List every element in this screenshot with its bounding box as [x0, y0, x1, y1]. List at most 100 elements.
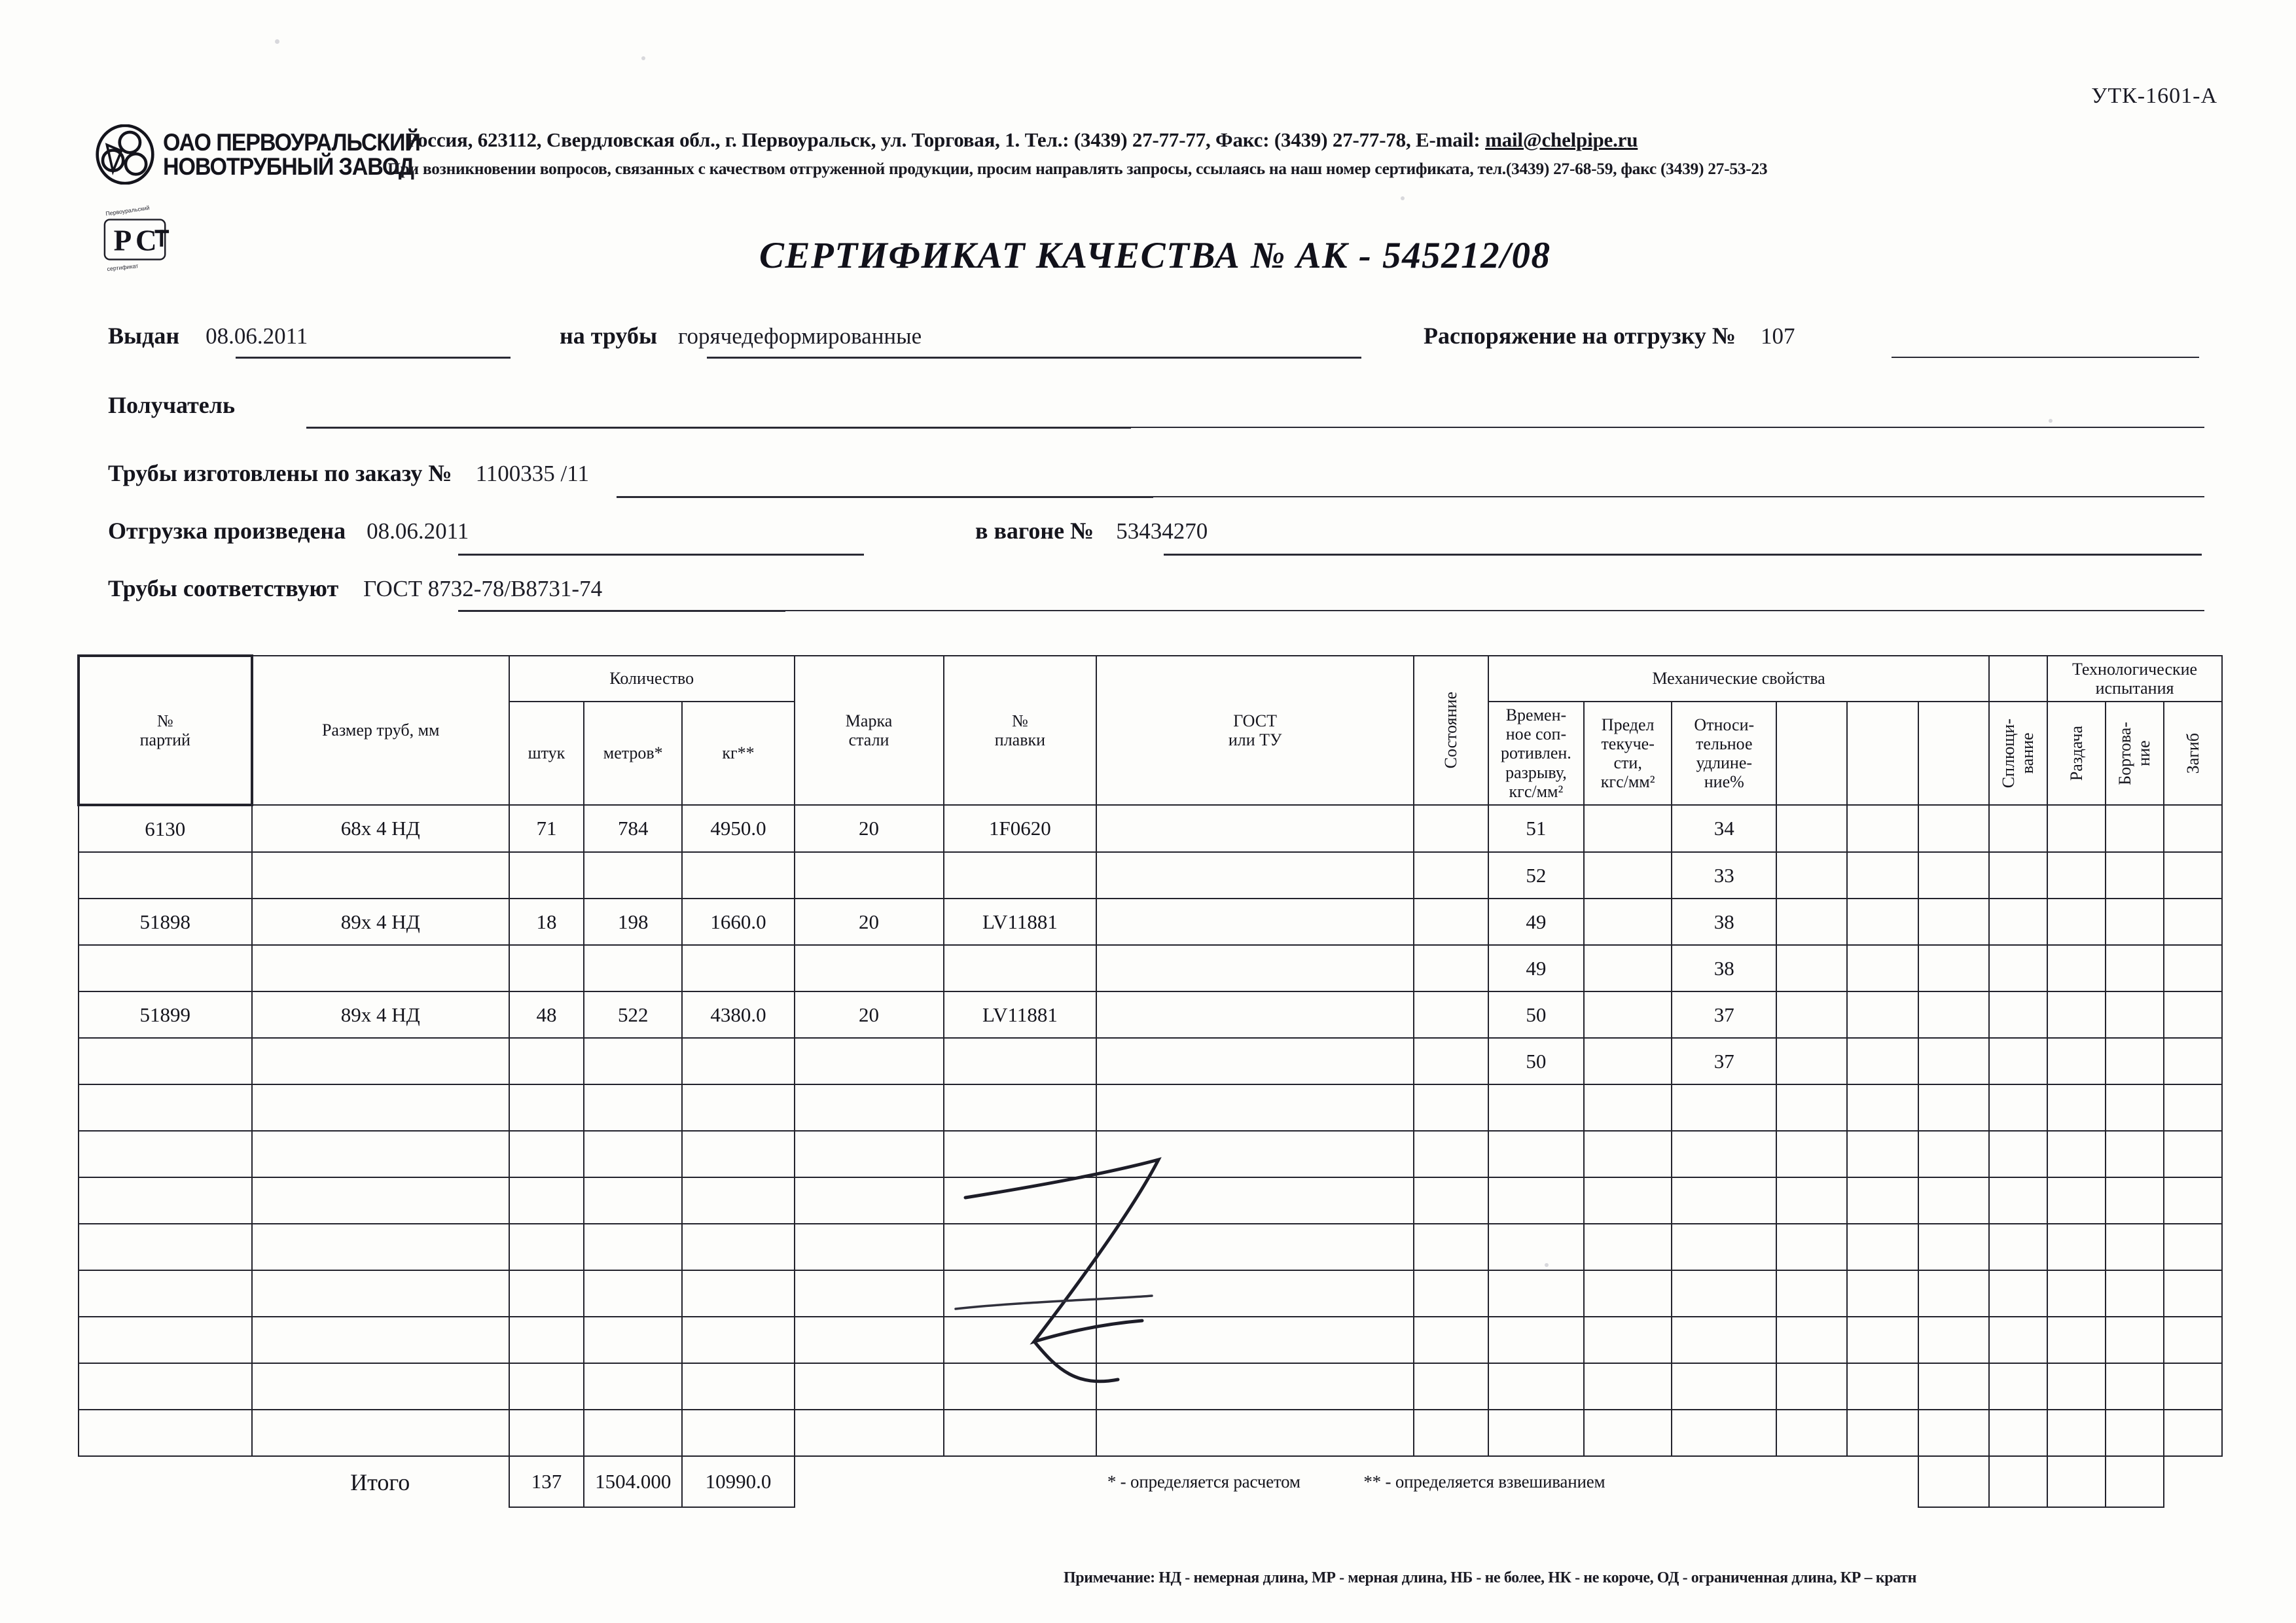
- cell-elong: 37: [1671, 991, 1778, 1039]
- header-steel-grade-line2: стали: [848, 730, 889, 749]
- header-lot-no-line2: партий: [139, 730, 190, 749]
- conform-value[interactable]: ГОСТ 8732-78/В8731-74: [363, 576, 603, 601]
- cell-elong: [1671, 1223, 1778, 1271]
- cell-meters: 784: [583, 804, 683, 853]
- header-flanging: Бортова-ние: [2104, 701, 2164, 806]
- header-quantity: Количество: [508, 655, 795, 702]
- issued-label: Выдан: [108, 323, 180, 349]
- cell-elong: 33: [1671, 851, 1778, 899]
- cell-t1: [1988, 1037, 2049, 1085]
- table-header-group-row: № партий Размер труб, мм Количество Марк…: [77, 654, 2223, 806]
- cell-kg: [681, 1084, 795, 1132]
- cell-m5: [1846, 851, 1919, 899]
- cell-m5: [1846, 1084, 1919, 1132]
- cell-meters: [583, 1270, 683, 1317]
- cell-heat: [942, 1177, 1098, 1224]
- cell-condition: [1412, 944, 1489, 992]
- paper-speck: [2049, 419, 2053, 423]
- cell-kg: [681, 1363, 795, 1410]
- issued-value[interactable]: 08.06.2011: [206, 323, 308, 349]
- header-flattening: Сплющи-вание: [1988, 701, 2049, 806]
- cell-t3: [2104, 1130, 2164, 1178]
- bottom-note: Примечание: НД - немерная длина, МР - ме…: [1064, 1569, 1916, 1586]
- cell-t2: [2047, 1270, 2106, 1317]
- cell-m4: [1776, 804, 1848, 853]
- cell-condition: [1412, 1130, 1489, 1178]
- wagon-value[interactable]: 53434270: [1116, 518, 1208, 544]
- cell-grade: [793, 1130, 944, 1178]
- cell-t4: [2162, 1084, 2223, 1132]
- cell-t2: [2047, 1363, 2106, 1410]
- cell-t1: [1988, 1316, 2049, 1364]
- header-heat-no-line2: плавки: [994, 730, 1046, 749]
- cell-grade: [793, 1037, 944, 1085]
- cell-m6: [1917, 1177, 1990, 1224]
- cell-t2: [2047, 944, 2106, 992]
- header-elong-l2: тельное: [1696, 734, 1753, 753]
- cell-grade: [793, 1363, 944, 1410]
- cell-lot: [78, 1270, 253, 1317]
- table-row: [78, 1409, 2223, 1457]
- cell-heat: [942, 1223, 1098, 1271]
- cell-t2: [2047, 1130, 2106, 1178]
- cell-m5: [1846, 1130, 1919, 1178]
- cell-m4: [1776, 1223, 1848, 1271]
- cell-gost: [1096, 851, 1414, 899]
- cell-t1: [1988, 991, 2049, 1039]
- cell-t2: [2047, 804, 2106, 853]
- totals-kg: 10990.0: [681, 1455, 795, 1508]
- cell-t3: [2104, 944, 2164, 992]
- cell-elong: [1671, 1363, 1778, 1410]
- cell-t1: [1988, 898, 2049, 946]
- cell-heat: 1F0620: [942, 804, 1098, 853]
- made-by-order-underline-1: [617, 496, 1153, 498]
- cell-m6: [1917, 1363, 1990, 1410]
- cell-t2: [2047, 1084, 2106, 1132]
- cell-size: [251, 1223, 510, 1271]
- cell-size: [251, 1037, 510, 1085]
- cell-yield: [1583, 1177, 1673, 1224]
- cell-m5: [1846, 898, 1919, 946]
- header-yield: Предел текуче- сти, кгс/мм²: [1583, 701, 1673, 806]
- order-value[interactable]: 107: [1761, 323, 1795, 349]
- cell-t3: [2104, 804, 2164, 853]
- company-note: При возникновении вопросов, связанных с …: [387, 159, 1768, 178]
- cell-condition: [1412, 1270, 1489, 1317]
- cell-m6: [1917, 1037, 1990, 1085]
- header-tech-tests: Технологические испытания: [2047, 655, 2223, 702]
- cell-elong: 34: [1671, 804, 1778, 853]
- cell-t1: [1988, 1409, 2049, 1457]
- logo-line-2: НОВОТРУБНЫЙ ЗАВОД: [163, 153, 414, 180]
- cell-meters: [583, 851, 683, 899]
- header-expansion-label: Раздача: [2066, 725, 2086, 781]
- cell-m5: [1846, 1409, 1919, 1457]
- cell-heat: [942, 1270, 1098, 1317]
- shipment-value[interactable]: 08.06.2011: [367, 518, 469, 544]
- made-by-order-value[interactable]: 1100335 /11: [475, 461, 589, 486]
- cell-gost: [1096, 1084, 1414, 1132]
- cell-lot: 51899: [78, 991, 253, 1039]
- cell-t2: [2047, 1177, 2106, 1224]
- cell-pieces: [508, 1270, 584, 1317]
- cell-kg: 4950.0: [681, 804, 795, 853]
- pipes-value[interactable]: горячедеформированные: [678, 323, 922, 349]
- field-wagon: в вагоне № 53434270: [975, 517, 1208, 544]
- cell-t2: [2047, 898, 2106, 946]
- cell-lot: [78, 1223, 253, 1271]
- cell-t1: [1988, 851, 2049, 899]
- cell-heat: [942, 1130, 1098, 1178]
- cell-tensile: [1487, 1130, 1585, 1178]
- cell-t3: [2104, 1084, 2164, 1132]
- cell-pieces: [508, 1363, 584, 1410]
- email-link[interactable]: mail@chelpipe.ru: [1485, 128, 1638, 151]
- wagon-underline: [1164, 554, 2202, 556]
- cell-grade: [793, 851, 944, 899]
- table-row: 52 33: [78, 851, 2223, 899]
- cell-meters: [583, 1177, 683, 1224]
- cell-meters: 198: [583, 898, 683, 946]
- cell-grade: 20: [793, 898, 944, 946]
- cell-size: [251, 1130, 510, 1178]
- cell-elong: 37: [1671, 1037, 1778, 1085]
- cell-pieces: [508, 1037, 584, 1085]
